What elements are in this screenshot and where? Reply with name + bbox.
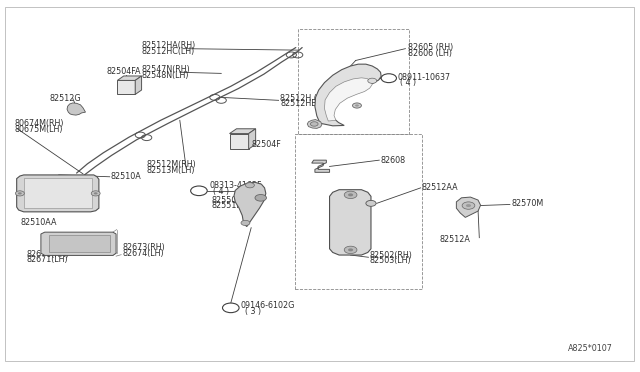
- Circle shape: [348, 248, 353, 251]
- Circle shape: [92, 191, 100, 196]
- Text: 80675M(LH): 80675M(LH): [14, 125, 63, 134]
- Text: 80674M(RH): 80674M(RH): [14, 119, 63, 128]
- Polygon shape: [315, 64, 381, 126]
- Text: 82512G: 82512G: [49, 94, 81, 103]
- Circle shape: [353, 103, 362, 108]
- Circle shape: [344, 246, 357, 254]
- Text: 82674(LH): 82674(LH): [122, 249, 164, 258]
- Text: 82551M(LH): 82551M(LH): [212, 201, 260, 210]
- Bar: [294, 134, 422, 289]
- Polygon shape: [17, 175, 99, 212]
- Text: 82570M: 82570M: [511, 199, 543, 208]
- Text: 82670(RH): 82670(RH): [27, 250, 70, 259]
- Text: 82671(LH): 82671(LH): [27, 255, 68, 264]
- Circle shape: [348, 193, 353, 196]
- Circle shape: [368, 78, 377, 83]
- Text: 82512HC(LH): 82512HC(LH): [141, 47, 195, 56]
- Polygon shape: [234, 182, 266, 227]
- Text: ( 3 ): ( 3 ): [245, 307, 261, 316]
- Bar: [298, 29, 409, 134]
- Text: 82502(RH): 82502(RH): [370, 251, 413, 260]
- Circle shape: [191, 186, 207, 196]
- Polygon shape: [230, 129, 255, 134]
- Text: 82673(RH): 82673(RH): [122, 243, 165, 252]
- Circle shape: [241, 220, 250, 225]
- Text: 82504F: 82504F: [251, 140, 281, 149]
- Circle shape: [223, 303, 239, 312]
- Circle shape: [344, 191, 357, 199]
- Circle shape: [466, 204, 471, 207]
- Text: 08911-10637: 08911-10637: [397, 73, 451, 81]
- Text: ( 4 ): ( 4 ): [399, 78, 416, 87]
- Circle shape: [94, 192, 98, 195]
- Polygon shape: [456, 197, 481, 217]
- Bar: [49, 235, 109, 252]
- Circle shape: [355, 105, 359, 107]
- Polygon shape: [307, 119, 322, 128]
- Polygon shape: [135, 76, 141, 94]
- Text: S: S: [196, 186, 202, 195]
- Circle shape: [15, 191, 24, 196]
- Text: 82548N(LH): 82548N(LH): [141, 71, 189, 80]
- Text: B: B: [228, 303, 234, 312]
- Text: 82510AA: 82510AA: [20, 218, 57, 227]
- Circle shape: [246, 183, 254, 188]
- Polygon shape: [67, 103, 86, 115]
- Text: 82605 (RH): 82605 (RH): [408, 43, 453, 52]
- Text: 82513M(LH): 82513M(LH): [147, 166, 195, 174]
- Text: 08313-41625: 08313-41625: [209, 182, 262, 190]
- Bar: [117, 80, 135, 94]
- FancyBboxPatch shape: [4, 7, 634, 361]
- Text: A825*0107: A825*0107: [568, 344, 613, 353]
- Bar: [230, 134, 248, 149]
- Text: ( 4 ): ( 4 ): [213, 187, 229, 196]
- Text: 82512HA(RH): 82512HA(RH): [141, 41, 196, 50]
- Text: 82606 (LH): 82606 (LH): [408, 49, 452, 58]
- Circle shape: [18, 192, 22, 195]
- Circle shape: [310, 122, 318, 126]
- Text: 82547N(RH): 82547N(RH): [141, 65, 190, 74]
- Bar: [24, 178, 92, 208]
- Text: 82504FA: 82504FA: [106, 67, 141, 76]
- Text: 82512AA: 82512AA: [422, 183, 459, 192]
- Text: N: N: [385, 74, 392, 83]
- Text: 82503(LH): 82503(LH): [370, 256, 412, 265]
- Circle shape: [381, 74, 396, 83]
- Text: 82512HB(LH): 82512HB(LH): [280, 99, 333, 108]
- Polygon shape: [41, 232, 116, 256]
- Text: 82550M(RH): 82550M(RH): [212, 196, 261, 205]
- Polygon shape: [330, 190, 371, 255]
- Text: 82608: 82608: [381, 155, 406, 165]
- Circle shape: [462, 202, 475, 209]
- Text: 82512M(RH): 82512M(RH): [147, 160, 196, 169]
- Circle shape: [255, 195, 266, 201]
- Polygon shape: [324, 78, 372, 121]
- Polygon shape: [248, 129, 255, 149]
- Circle shape: [366, 201, 376, 206]
- Polygon shape: [117, 76, 141, 80]
- Text: 82512H (RH): 82512H (RH): [280, 94, 332, 103]
- Text: 82510A: 82510A: [111, 172, 141, 181]
- Text: 82512A: 82512A: [440, 235, 470, 244]
- Text: 09146-6102G: 09146-6102G: [241, 301, 295, 311]
- Polygon shape: [312, 160, 330, 172]
